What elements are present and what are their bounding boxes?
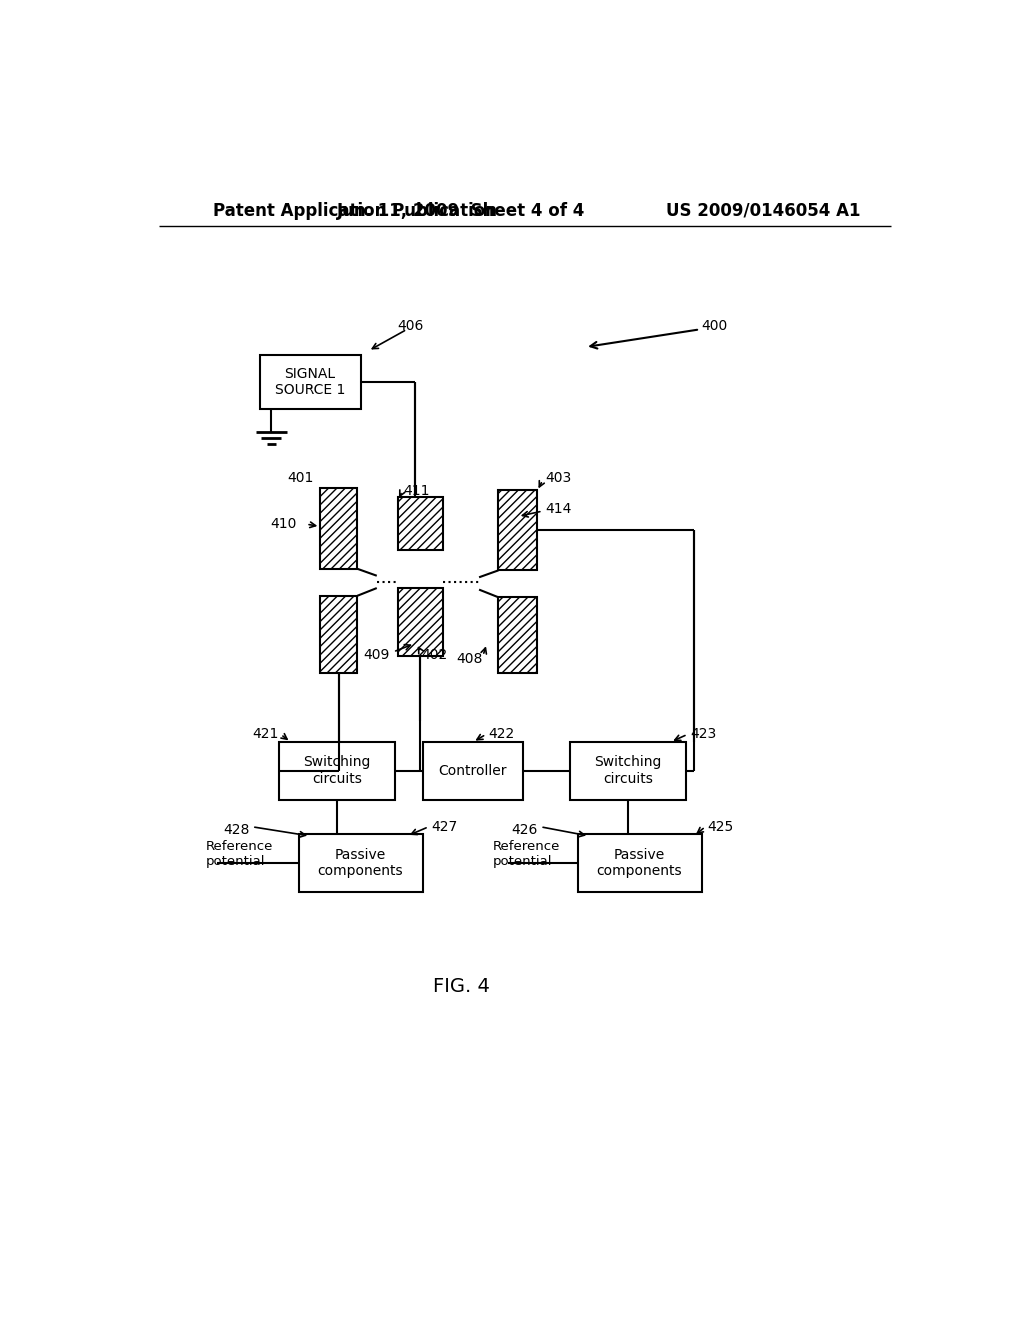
Text: 401: 401 xyxy=(288,471,314,484)
Bar xyxy=(321,488,357,569)
Bar xyxy=(578,834,701,892)
Text: Patent Application Publication: Patent Application Publication xyxy=(213,202,498,219)
Text: Switching
circuits: Switching circuits xyxy=(303,755,371,785)
Text: Passive
components: Passive components xyxy=(597,847,682,878)
Text: Controller: Controller xyxy=(438,763,507,777)
Bar xyxy=(299,834,423,892)
Text: FIG. 4: FIG. 4 xyxy=(433,977,489,995)
Bar xyxy=(260,355,360,409)
Text: Reference
potential: Reference potential xyxy=(206,840,272,867)
Bar xyxy=(321,595,357,673)
Text: Reference
potential: Reference potential xyxy=(493,840,560,867)
Text: Passive
components: Passive components xyxy=(317,847,403,878)
Text: 409: 409 xyxy=(364,648,390,663)
Bar xyxy=(499,490,538,570)
Text: 421: 421 xyxy=(253,727,280,742)
Text: 411: 411 xyxy=(403,484,430,498)
Text: 406: 406 xyxy=(397,319,424,333)
Text: 400: 400 xyxy=(701,319,728,333)
Text: 403: 403 xyxy=(545,471,571,484)
Bar xyxy=(569,742,686,800)
Text: SIGNAL
SOURCE 1: SIGNAL SOURCE 1 xyxy=(274,367,345,397)
Text: 425: 425 xyxy=(708,820,734,834)
Text: 422: 422 xyxy=(488,727,515,742)
Text: 428: 428 xyxy=(223,822,250,837)
Text: 423: 423 xyxy=(690,727,716,742)
Text: 427: 427 xyxy=(432,820,458,834)
Text: US 2009/0146054 A1: US 2009/0146054 A1 xyxy=(667,202,861,219)
Text: 410: 410 xyxy=(270,517,297,531)
Bar xyxy=(397,498,442,549)
Text: 408: 408 xyxy=(457,652,483,665)
Bar xyxy=(499,597,538,673)
Text: Switching
circuits: Switching circuits xyxy=(594,755,662,785)
Text: Jun. 11, 2009  Sheet 4 of 4: Jun. 11, 2009 Sheet 4 of 4 xyxy=(337,202,586,219)
Text: 426: 426 xyxy=(511,822,538,837)
Text: 414: 414 xyxy=(545,502,571,516)
Bar xyxy=(280,742,395,800)
Bar xyxy=(423,742,523,800)
Bar xyxy=(397,589,442,656)
Text: 402: 402 xyxy=(421,648,447,663)
